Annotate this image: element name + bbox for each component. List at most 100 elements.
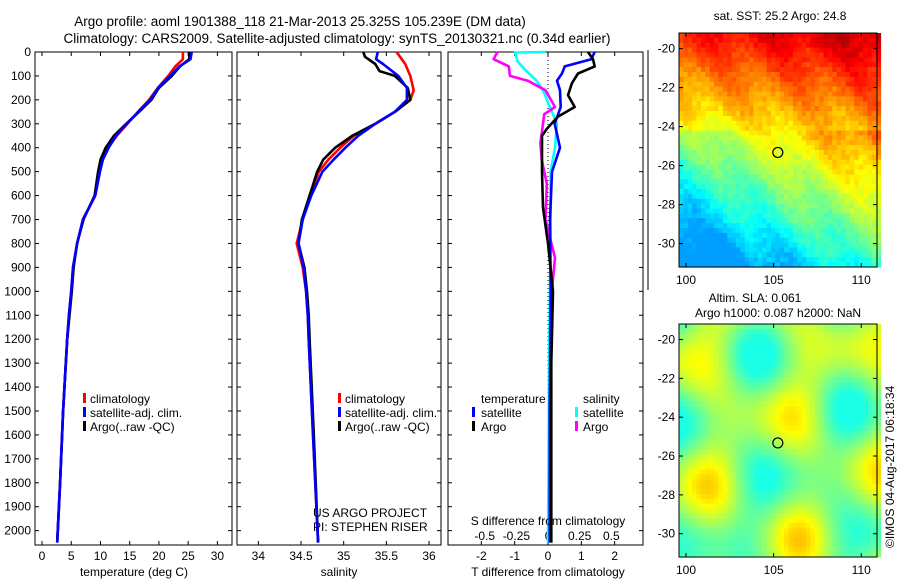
map-cell bbox=[705, 513, 711, 519]
map-cell bbox=[696, 130, 702, 136]
map-cell bbox=[779, 115, 785, 122]
map-cell bbox=[867, 193, 873, 200]
map-cell bbox=[854, 86, 860, 93]
map-cell bbox=[771, 343, 776, 349]
map-cell bbox=[823, 445, 829, 451]
map-cell bbox=[718, 115, 724, 122]
map-cell bbox=[871, 459, 877, 466]
map-cell bbox=[749, 367, 755, 374]
map-cell bbox=[709, 445, 715, 451]
map-cell bbox=[709, 96, 715, 102]
map-cell bbox=[705, 223, 711, 229]
lon-tick-label: 110 bbox=[852, 273, 871, 287]
map-cell bbox=[714, 106, 719, 112]
map-cell bbox=[854, 262, 860, 268]
map-cell bbox=[705, 242, 711, 249]
map-cell bbox=[810, 101, 816, 107]
map-cell bbox=[779, 198, 785, 205]
map-cell bbox=[849, 552, 855, 558]
map-cell bbox=[841, 469, 847, 476]
map-cell bbox=[827, 343, 833, 349]
map-cell bbox=[700, 213, 706, 219]
map-cell bbox=[722, 498, 728, 505]
map-cell bbox=[836, 223, 842, 229]
map-cell bbox=[832, 484, 838, 490]
map-cell bbox=[762, 435, 768, 442]
temperature-legend: climatology satellite-adj. clim. Argo(..… bbox=[83, 392, 182, 434]
map-cell bbox=[766, 52, 772, 58]
map-cell bbox=[792, 67, 798, 73]
map-cell bbox=[687, 223, 693, 229]
map-cell bbox=[845, 237, 851, 244]
map-cell bbox=[792, 228, 798, 234]
map-cell bbox=[797, 111, 803, 117]
map-cell bbox=[854, 333, 860, 340]
map-cell bbox=[766, 184, 772, 190]
map-cell bbox=[832, 416, 838, 422]
map-cell bbox=[792, 135, 798, 141]
map-cell bbox=[845, 358, 851, 364]
map-cell bbox=[771, 130, 776, 136]
map-cell bbox=[876, 111, 882, 117]
map-cell bbox=[858, 252, 864, 258]
map-cell bbox=[858, 542, 864, 548]
map-cell bbox=[744, 493, 750, 500]
map-cell bbox=[845, 62, 851, 68]
map-cell bbox=[876, 542, 882, 548]
map-cell bbox=[722, 338, 728, 345]
map-cell bbox=[871, 101, 877, 107]
map-cell bbox=[740, 247, 746, 253]
map-cell bbox=[784, 435, 790, 442]
map-cell bbox=[841, 425, 847, 432]
map-cell bbox=[801, 382, 807, 388]
map-cell bbox=[797, 130, 803, 136]
map-cell bbox=[722, 72, 728, 78]
map-cell bbox=[679, 474, 684, 480]
map-cell bbox=[753, 367, 759, 374]
map-cell bbox=[705, 130, 711, 136]
map-cell bbox=[871, 552, 877, 558]
map-cell bbox=[709, 130, 715, 136]
map-cell bbox=[779, 508, 785, 514]
map-cell bbox=[814, 387, 820, 393]
map-cell bbox=[700, 91, 706, 97]
map-cell bbox=[841, 130, 847, 136]
map-cell bbox=[762, 189, 768, 195]
map-cell bbox=[705, 193, 711, 200]
map-cell bbox=[683, 411, 689, 417]
map-cell bbox=[827, 76, 833, 83]
map-cell bbox=[683, 440, 689, 446]
map-cell bbox=[792, 169, 798, 175]
map-cell bbox=[827, 508, 833, 514]
map-cell bbox=[709, 223, 715, 229]
map-cell bbox=[867, 125, 873, 132]
map-cell bbox=[740, 198, 746, 205]
map-cell bbox=[700, 111, 706, 117]
map-cell bbox=[810, 242, 816, 249]
map-cell bbox=[679, 440, 684, 446]
map-cell bbox=[766, 547, 772, 553]
map-cell bbox=[687, 338, 693, 345]
map-cell bbox=[849, 237, 855, 244]
legend-label: satellite-adj. clim. bbox=[90, 406, 182, 420]
map-cell bbox=[797, 362, 803, 369]
map-cell bbox=[863, 537, 868, 544]
map-cell bbox=[792, 174, 798, 180]
map-cell bbox=[806, 150, 811, 156]
map-cell bbox=[876, 469, 882, 476]
map-cell bbox=[871, 106, 877, 112]
map-cell bbox=[679, 469, 684, 476]
map-cell bbox=[718, 411, 724, 417]
map-cell bbox=[827, 164, 833, 171]
map-cell bbox=[806, 537, 811, 544]
map-cell bbox=[858, 392, 864, 398]
map-cell bbox=[784, 445, 790, 451]
map-cell bbox=[718, 435, 724, 442]
map-cell bbox=[687, 198, 693, 205]
map-cell bbox=[784, 169, 790, 175]
map-cell bbox=[714, 237, 719, 244]
map-cell bbox=[876, 547, 882, 553]
map-cell bbox=[700, 401, 706, 408]
map-cell bbox=[696, 189, 702, 195]
map-cell bbox=[792, 338, 798, 345]
